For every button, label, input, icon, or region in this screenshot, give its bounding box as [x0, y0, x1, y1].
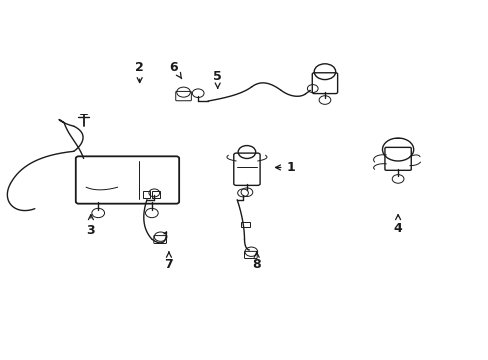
- Text: 3: 3: [86, 215, 95, 237]
- Bar: [152, 192, 160, 198]
- Bar: [142, 192, 150, 198]
- Text: 4: 4: [393, 215, 402, 235]
- Text: 7: 7: [164, 252, 173, 271]
- Text: 8: 8: [252, 252, 261, 271]
- Text: 5: 5: [213, 69, 222, 88]
- Text: 2: 2: [135, 60, 144, 82]
- Text: 1: 1: [275, 161, 295, 174]
- Bar: [241, 222, 249, 226]
- Text: 6: 6: [169, 60, 182, 79]
